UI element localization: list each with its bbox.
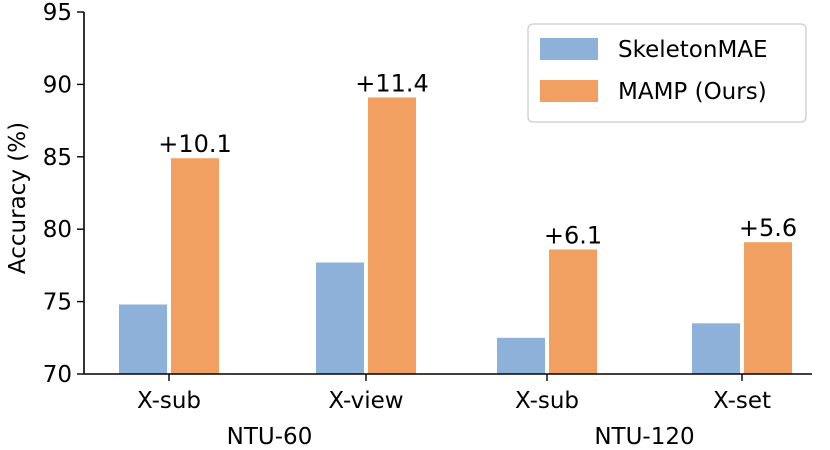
bar-skeletonmae-1 bbox=[316, 262, 364, 374]
bar-mamp-3 bbox=[744, 242, 792, 374]
bar-skeletonmae-3 bbox=[692, 323, 740, 374]
bar-mamp-2 bbox=[549, 249, 597, 374]
legend-label: MAMP (Ours) bbox=[618, 79, 767, 105]
delta-annotation: +11.4 bbox=[355, 69, 429, 97]
x-tick-label: X-sub bbox=[515, 388, 579, 414]
legend-swatch bbox=[540, 80, 598, 102]
y-tick-label: 85 bbox=[43, 145, 72, 171]
bars-layer bbox=[119, 97, 792, 374]
y-tick-label: 70 bbox=[43, 362, 72, 388]
delta-annotation: +6.1 bbox=[544, 221, 602, 249]
axes-layer: 70 75 80 85 90 95 X-sub X-view X-sub X-set NTU-60 N… bbox=[43, 0, 812, 450]
annotations-layer: +10.1 +11.4 +6.1 +5.6 bbox=[158, 69, 797, 249]
bar-mamp-0 bbox=[171, 158, 219, 374]
group-label: NTU-120 bbox=[594, 424, 694, 450]
delta-annotation: +10.1 bbox=[158, 130, 232, 158]
y-tick-label: 90 bbox=[43, 72, 72, 98]
y-axis-label-group: Accuracy (%) bbox=[5, 122, 31, 274]
y-axis-label: Accuracy (%) bbox=[5, 122, 31, 274]
x-tick-label: X-sub bbox=[137, 388, 201, 414]
x-tick-label: X-set bbox=[713, 388, 771, 414]
x-tick-label: X-view bbox=[328, 388, 403, 414]
bar-mamp-1 bbox=[368, 97, 416, 374]
y-tick-label: 80 bbox=[43, 217, 72, 243]
bar-skeletonmae-0 bbox=[119, 304, 167, 374]
group-label: NTU-60 bbox=[227, 424, 313, 450]
y-tick-label: 95 bbox=[43, 0, 72, 26]
y-tick-label: 75 bbox=[43, 290, 72, 316]
delta-annotation: +5.6 bbox=[739, 214, 797, 242]
bar-skeletonmae-2 bbox=[497, 337, 545, 374]
legend-swatch bbox=[540, 38, 598, 60]
legend-label: SkeletonMAE bbox=[618, 37, 768, 63]
legend: SkeletonMAE MAMP (Ours) bbox=[527, 23, 807, 123]
